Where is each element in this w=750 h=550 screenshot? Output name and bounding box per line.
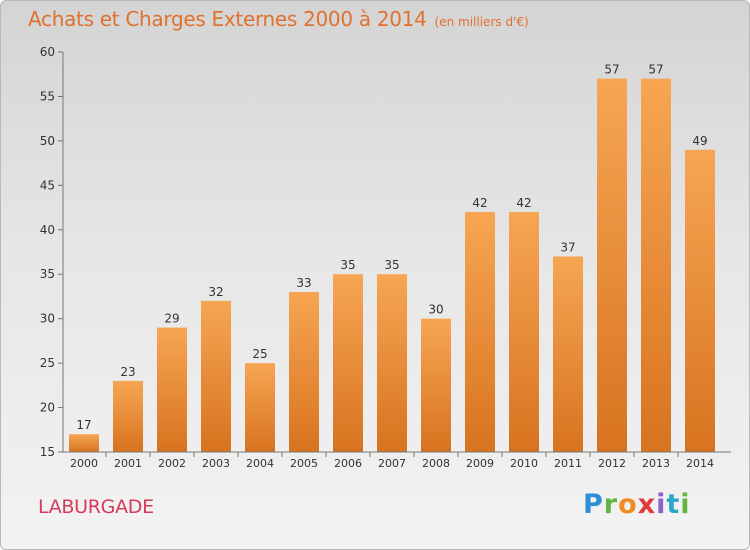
logo-letter: o [618,489,638,520]
data-label: 25 [252,347,267,361]
bar [421,318,451,452]
logo-letter: r [603,489,619,520]
x-tick-label: 2014 [686,457,714,470]
data-label: 30 [428,303,443,317]
data-label: 42 [472,196,487,210]
x-tick-label: 2013 [642,457,670,470]
axis-layer: 15 20 25 30 35 40 45 50 55 60 2000 2001 2002 2003 2004… [40,45,731,470]
logo-letter: i [680,489,691,520]
bar [245,363,275,452]
x-tick-label: 2011 [554,457,582,470]
data-label: 49 [692,134,707,148]
x-tick-label: 2006 [334,457,362,470]
bar [597,78,627,453]
x-tick-label: 2009 [466,457,494,470]
y-tick-label: 30 [40,312,55,326]
x-tick-label: 2010 [510,457,538,470]
y-tick-label: 15 [40,445,55,459]
location-label: LABURGADE [38,496,154,518]
data-label: 23 [120,365,135,379]
x-tick-label: 2004 [246,457,274,470]
bar [641,78,671,453]
x-tick-label: 2002 [158,457,186,470]
data-label: 57 [648,63,663,77]
x-tick-label: 2000 [70,457,98,470]
logo-letter: i [656,489,667,520]
x-tick-label: 2008 [422,457,450,470]
y-tick-label: 25 [40,356,55,370]
bar [69,434,99,452]
x-tick-label: 2012 [598,457,626,470]
data-label: 33 [296,276,311,290]
data-label: 42 [516,196,531,210]
x-tick-label: 2007 [378,457,406,470]
y-tick-label: 60 [40,45,55,59]
x-tick-label: 2001 [114,457,142,470]
data-label: 29 [164,312,179,326]
bar [509,212,539,452]
bar [377,274,407,452]
data-label: 17 [76,418,91,432]
chart-unit: (en milliers d'€) [434,15,529,29]
bar [333,274,363,452]
bar [289,292,319,452]
data-label: 57 [604,63,619,77]
y-tick-label: 40 [40,223,55,237]
x-tick-label: 2003 [202,457,230,470]
bar [201,300,231,452]
data-label: 37 [560,240,575,254]
data-label: 35 [384,258,399,272]
y-tick-label: 50 [40,134,55,148]
logo-letter: x [637,489,657,520]
logo-letter: t [666,489,681,520]
logo-letter: P [583,489,604,520]
proxiti-logo: Proxiti [583,489,691,520]
bar [465,212,495,452]
chart-title-text: Achats et Charges Externes 2000 à 2014 [28,7,427,31]
y-tick-label: 20 [40,401,55,415]
bar [553,256,583,452]
data-label: 35 [340,258,355,272]
bar [685,149,715,452]
bars-layer: 17 23 29 32 25 33 35 35 30 42 42 37 57 57 49 [69,63,715,453]
y-tick-label: 45 [40,178,55,192]
bar [113,380,143,452]
y-tick-label: 55 [40,89,55,103]
x-tick-label: 2005 [290,457,318,470]
data-label: 32 [208,285,223,299]
chart-title: Achats et Charges Externes 2000 à 2014 (e… [28,7,529,31]
y-tick-label: 35 [40,267,55,281]
bar [157,327,187,452]
